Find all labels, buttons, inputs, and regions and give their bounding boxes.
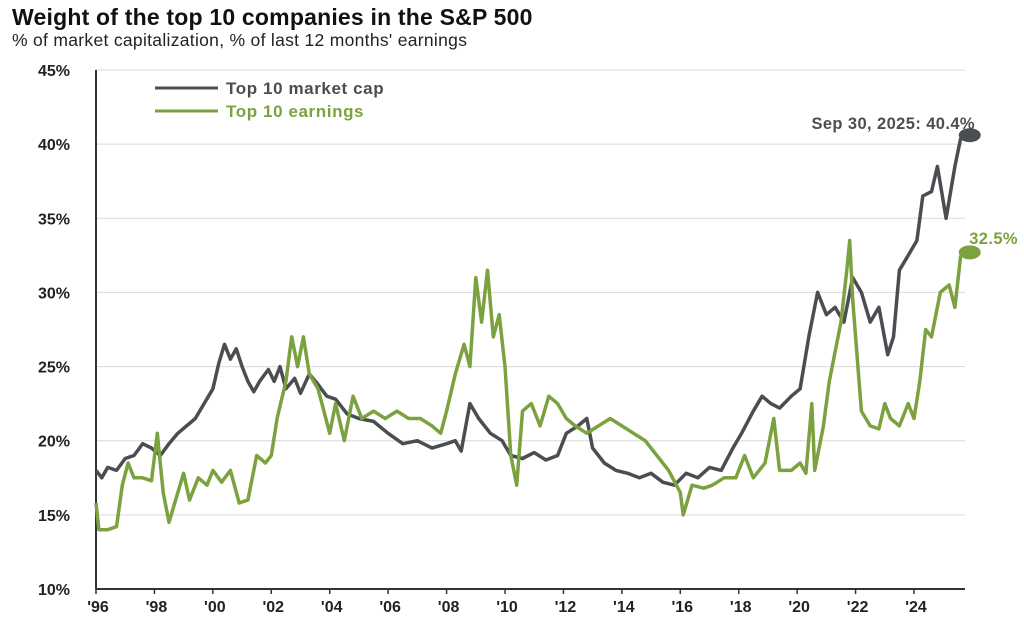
annotations: Sep 30, 2025: 40.4% 32.5%	[811, 115, 1018, 248]
x-tick-label: '08	[438, 599, 460, 616]
gridlines	[96, 69, 965, 516]
y-tick-label: 25%	[38, 360, 70, 377]
y-tick-label: 40%	[38, 137, 70, 154]
x-axis-ticks: '96 '98 '00 '02 '04 '06 '08 '10 '12 '14 '16 '18 '20 '…	[87, 589, 927, 616]
end-marker-earnings	[958, 245, 981, 260]
chart-title: Weight of the top 10 companies in the S&…	[12, 4, 533, 30]
legend-label-market-cap: Top 10 market cap	[226, 79, 384, 98]
x-tick-label: '16	[671, 599, 693, 616]
x-tick-label: '00	[204, 599, 226, 616]
y-tick-label: 20%	[38, 434, 70, 451]
y-tick-label: 35%	[38, 211, 70, 228]
x-tick-label: '12	[555, 599, 577, 616]
x-tick-label: '10	[496, 599, 518, 616]
x-tick-label: '14	[613, 599, 635, 616]
legend-label-earnings: Top 10 earnings	[226, 102, 364, 121]
x-tick-label: '04	[321, 599, 343, 616]
series-line-earnings	[94, 238, 963, 532]
annotation-earnings: 32.5%	[969, 230, 1018, 248]
legend: Top 10 market cap Top 10 earnings	[155, 79, 384, 121]
series-lines	[94, 128, 981, 532]
series-line-market-cap	[94, 137, 963, 487]
x-tick-label: '20	[788, 599, 810, 616]
chart-subtitle: % of market capitalization, % of last 12…	[12, 30, 468, 50]
y-axis-ticks: 10% 15% 20% 25% 30% 35% 40% 45%	[38, 63, 70, 599]
x-tick-label: '96	[87, 599, 109, 616]
x-tick-label: '22	[847, 599, 869, 616]
y-tick-label: 30%	[38, 285, 70, 302]
x-tick-label: '18	[730, 599, 752, 616]
x-tick-label: '98	[146, 599, 168, 616]
y-tick-label: 15%	[38, 508, 70, 525]
annotation-market-cap: Sep 30, 2025: 40.4%	[811, 115, 975, 133]
x-tick-label: '06	[379, 599, 401, 616]
y-tick-label: 45%	[38, 63, 70, 80]
end-marker-market-cap	[958, 128, 981, 143]
y-tick-label: 10%	[38, 582, 70, 599]
x-tick-label: '02	[262, 599, 284, 616]
x-tick-label: '24	[905, 599, 927, 616]
